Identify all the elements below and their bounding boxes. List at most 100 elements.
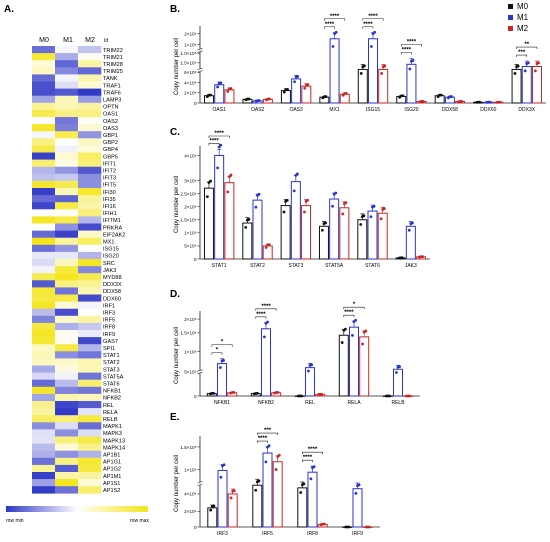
heatmap-cell	[32, 372, 56, 380]
heatmap-row-label: STAT3	[103, 367, 120, 373]
replicate-point	[331, 45, 335, 48]
bar-irf3-m0	[207, 507, 218, 528]
replicate-point	[331, 204, 334, 208]
heatmap-cell	[78, 472, 102, 480]
x-tick-label: IRF5	[262, 531, 273, 537]
heatmap: M0 M1 M2 Id TRIM22TRIM21TRIM28TRIM25TANK…	[6, 37, 149, 524]
heatmap-cell	[55, 46, 79, 54]
replicate-point	[411, 221, 414, 225]
replicate-point	[226, 190, 230, 194]
replicate-point	[488, 100, 492, 104]
heatmap-cell	[78, 53, 102, 61]
replicate-point	[303, 210, 306, 214]
heatmap-cell	[78, 202, 102, 210]
heatmap-row-label: TRIM21	[103, 55, 123, 61]
heatmap-cells	[32, 46, 102, 494]
x-tick-label: STAT1	[212, 263, 227, 269]
heatmap-row-label: IFIH1	[103, 211, 117, 217]
axis-break	[198, 68, 202, 72]
replicate-point	[334, 191, 338, 195]
significance-bracket	[301, 451, 324, 455]
bar-nfkb2-m1	[261, 328, 271, 397]
heatmap-row-label: LAMP3	[103, 98, 121, 104]
bar-rela-m0	[338, 334, 349, 397]
heatmap-cell	[32, 358, 56, 366]
heatmap-row-label: AP1G1	[103, 460, 121, 466]
heatmap-cell	[78, 273, 102, 281]
significance-bracket	[301, 459, 313, 463]
heatmap-cell	[32, 330, 56, 338]
bar-ddx3x-m1	[521, 66, 532, 104]
heatmap-cell	[78, 308, 102, 317]
heatmap-cell	[55, 358, 79, 366]
heatmap-cell	[32, 486, 56, 494]
replicate-point	[257, 192, 261, 196]
heatmap-cell	[32, 95, 56, 104]
heatmap-cell	[78, 479, 102, 487]
panel-label-d: D.	[170, 289, 180, 300]
replicate-point	[401, 94, 405, 98]
significance-label: ***	[518, 50, 526, 56]
significance-bracket	[324, 18, 346, 21]
heatmap-cell	[32, 315, 56, 324]
heatmap-cell	[32, 230, 56, 238]
y-tick-label: 1.5×10⁵	[180, 445, 196, 450]
x-tick-label: IRF8	[307, 531, 318, 537]
heatmap-col-m0: M0	[39, 37, 49, 44]
heatmap-cell	[32, 422, 56, 430]
heatmap-row-label: TRIM22	[103, 48, 123, 54]
heatmap-cell	[78, 422, 102, 430]
heatmap-cell	[32, 450, 56, 459]
y-tick-label: 0	[194, 394, 197, 399]
y-tick-label: 5×10⁵	[184, 244, 196, 249]
heatmap-row-label: IRF8	[103, 325, 115, 331]
replicate-point	[395, 371, 398, 374]
x-tick-label: STAT3	[288, 263, 303, 269]
replicate-point	[229, 496, 233, 500]
heatmap-cell	[78, 117, 102, 125]
heatmap-cell	[78, 301, 102, 309]
axis-break-mark	[197, 48, 203, 51]
y-tick-label: 2×10⁴	[184, 91, 196, 96]
y-axis-label: Copy number per cell	[174, 455, 180, 512]
x-tick-label: DDX60	[480, 107, 496, 113]
legend-label-m0: M0	[517, 2, 529, 11]
replicate-point	[276, 391, 280, 394]
heatmap-cell	[78, 351, 102, 359]
replicate-point	[264, 246, 268, 249]
significance-bracket	[208, 135, 230, 138]
axis-break-mark	[197, 50, 203, 53]
heatmap-cell	[78, 251, 102, 260]
replicate-point	[533, 69, 537, 73]
heatmap-row-label: NFKB1	[103, 389, 121, 395]
heatmap-row-label: IRF3	[103, 311, 115, 317]
bar-rel-m1	[305, 367, 315, 397]
replicate-point	[523, 69, 527, 73]
x-tick-label: REL	[305, 400, 315, 406]
heatmap-cell	[32, 344, 56, 352]
x-tick-label: NFKB1	[214, 400, 230, 406]
heatmap-row-label: AP1S2	[103, 488, 120, 494]
heatmap-row-label: TRIM25	[103, 69, 123, 75]
heatmap-cell	[78, 124, 102, 132]
heatmap-cell	[55, 145, 79, 153]
y-tick-label: 2×10⁶	[184, 31, 196, 36]
y-tick-label: 1.5×10⁶	[180, 218, 196, 223]
significance-bracket	[255, 316, 267, 319]
replicate-point	[382, 207, 386, 211]
heatmap-cell	[78, 138, 102, 146]
heatmap-cell	[55, 464, 79, 473]
bar-stat1-m1	[214, 154, 225, 260]
x-tick-label: RELB	[391, 400, 405, 406]
replicate-point	[219, 475, 223, 479]
heatmap-cell	[55, 415, 79, 423]
bar-mx1-m1	[329, 38, 340, 104]
y-axis-label: Copy number per cell	[174, 327, 180, 384]
replicate-point	[421, 99, 425, 103]
heatmap-cell	[55, 230, 79, 238]
heatmap-cell	[55, 408, 79, 416]
bar-isg20-m0	[396, 95, 407, 104]
axis-break-mark	[197, 481, 203, 484]
significance-label: ****	[261, 304, 271, 310]
significance-bracket	[362, 18, 384, 21]
